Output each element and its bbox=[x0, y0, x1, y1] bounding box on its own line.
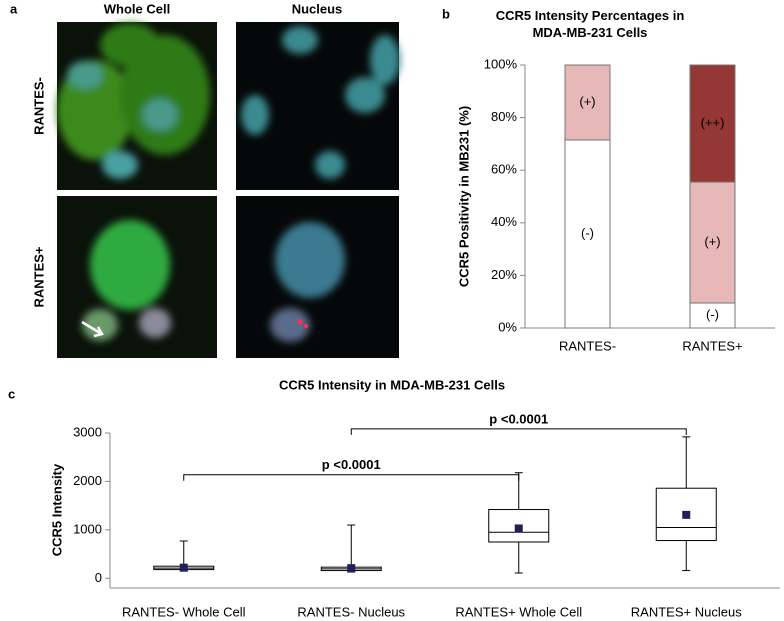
row-label: RANTES+ bbox=[31, 246, 46, 307]
segment-label: (-) bbox=[581, 225, 594, 240]
y-tick-label: 1000 bbox=[73, 521, 102, 536]
y-tick-label: 0 bbox=[95, 570, 102, 585]
panel-label: c bbox=[8, 386, 15, 401]
chart-title: CCR5 Intensity Percentages in MDA-MB-231… bbox=[495, 8, 685, 40]
micrographs bbox=[57, 22, 400, 358]
segment-label: (+) bbox=[579, 94, 595, 109]
mean bbox=[682, 510, 691, 519]
bar-segment bbox=[564, 64, 611, 141]
chart-title: CCR5 Intensity in MDA-MB-231 Cells bbox=[279, 377, 505, 392]
x-tick-label: RANTES- Nucleus bbox=[297, 604, 405, 619]
mean bbox=[514, 524, 523, 533]
row-label: RANTES- bbox=[31, 77, 46, 135]
significance-label: p <0.0001 bbox=[322, 457, 381, 472]
column-label: Whole Cell bbox=[104, 1, 170, 16]
y-tick-label: 40% bbox=[491, 214, 517, 229]
segment-label: (+) bbox=[704, 234, 720, 249]
panel-label: b bbox=[442, 6, 450, 21]
panel-label: a bbox=[10, 1, 18, 16]
y-tick-label: 0% bbox=[498, 319, 517, 334]
y-tick-label: 20% bbox=[491, 267, 517, 282]
y-tick-label: 2000 bbox=[73, 473, 102, 488]
x-tick-label: RANTES+ Whole Cell bbox=[455, 604, 582, 619]
bar-segment bbox=[689, 181, 736, 304]
bar-segment bbox=[689, 302, 736, 329]
y-axis-label: CCR5 Positivity in MB231 (%) bbox=[456, 106, 471, 287]
x-tick-label: RANTES- bbox=[559, 338, 616, 353]
mean bbox=[347, 564, 356, 573]
y-tick-label: 80% bbox=[491, 109, 517, 124]
y-axis-label: CCR5 Intensity bbox=[49, 463, 64, 556]
significance-label: p <0.0001 bbox=[489, 411, 548, 426]
segment-label: (-) bbox=[706, 307, 719, 322]
significance-bracket bbox=[350, 428, 687, 435]
y-tick-label: 60% bbox=[491, 162, 517, 177]
x-tick-label: RANTES+ Nucleus bbox=[631, 604, 742, 619]
significance-bracket bbox=[183, 474, 520, 481]
column-label: Nucleus bbox=[292, 1, 343, 16]
x-tick-label: RANTES- Whole Cell bbox=[122, 604, 246, 619]
bar-segment bbox=[564, 139, 611, 329]
y-tick-label: 100% bbox=[484, 56, 518, 71]
bar-segment bbox=[689, 64, 736, 183]
segment-label: (++) bbox=[701, 115, 725, 130]
mean bbox=[179, 563, 188, 572]
y-tick-label: 3000 bbox=[73, 424, 102, 439]
x-tick-label: RANTES+ bbox=[682, 338, 742, 353]
